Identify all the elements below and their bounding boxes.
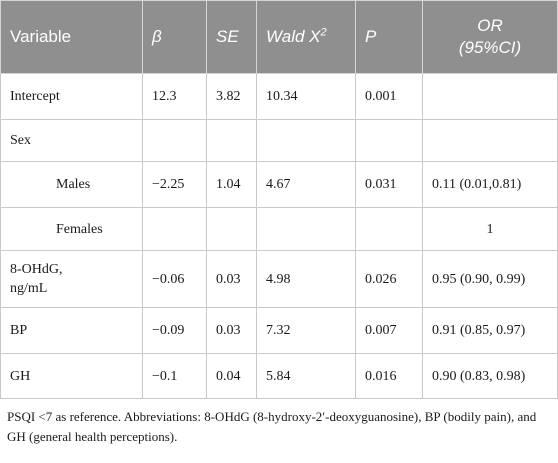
cell-variable: Females [0,207,143,251]
cell-variable: BP [0,307,143,354]
cell-se: 1.04 [206,161,257,208]
cell-wald [256,119,356,162]
cell-wald: 10.34 [256,73,356,120]
table-row: Sex [0,119,558,162]
table-row: GH −0.1 0.04 5.84 0.016 0.90 (0.83, 0.98… [0,353,558,399]
cell-wald [256,207,356,251]
cell-se: 0.04 [206,353,257,399]
cell-p [355,119,423,162]
cell-or [422,73,558,120]
cell-se [206,207,257,251]
cell-beta: 12.3 [142,73,207,120]
cell-se [206,119,257,162]
cell-or: 0.90 (0.83, 0.98) [422,353,558,399]
cell-p [355,207,423,251]
header-variable: Variable [0,0,143,74]
regression-table: Variable β SE Wald X2 P OR (95%CI) Interc… [0,0,558,399]
cell-or: 0.11 (0.01,0.81) [422,161,558,208]
cell-p: 0.031 [355,161,423,208]
header-beta: β [142,0,207,74]
cell-se: 0.03 [206,307,257,354]
cell-or: 0.95 (0.90, 0.99) [422,250,558,308]
cell-variable-line1: 8-OHdG, [10,262,63,277]
cell-beta: −0.1 [142,353,207,399]
header-p: P [355,0,423,74]
cell-wald: 5.84 [256,353,356,399]
table-row: Females 1 [0,207,558,251]
cell-or: 1 [422,207,558,251]
cell-beta [142,119,207,162]
cell-variable: Sex [0,119,143,162]
header-row: Variable β SE Wald X2 P OR (95%CI) [0,0,558,74]
cell-wald: 4.67 [256,161,356,208]
table-row: 8-OHdG, ng/mL −0.06 0.03 4.98 0.026 0.95 … [0,250,558,308]
cell-p: 0.026 [355,250,423,308]
cell-variable: 8-OHdG, ng/mL [0,250,143,308]
table-row: Males −2.25 1.04 4.67 0.031 0.11 (0.01,0… [0,161,558,208]
cell-se: 0.03 [206,250,257,308]
cell-variable-line2: ng/mL [10,281,48,296]
cell-or: 0.91 (0.85, 0.97) [422,307,558,354]
cell-wald: 7.32 [256,307,356,354]
cell-wald: 4.98 [256,250,356,308]
cell-beta: −2.25 [142,161,207,208]
header-or-line1: OR [477,16,503,35]
cell-variable: Males [0,161,143,208]
table-footnote: PSQI <7 as reference. Abbreviations: 8-O… [7,409,537,444]
cell-beta: −0.06 [142,250,207,308]
header-wald: Wald X2 [256,0,356,74]
header-wald-label: Wald X [266,27,321,46]
cell-variable: GH [0,353,143,399]
cell-se: 3.82 [206,73,257,120]
cell-p: 0.007 [355,307,423,354]
header-se: SE [206,0,257,74]
cell-beta: −0.09 [142,307,207,354]
cell-p: 0.001 [355,73,423,120]
table-row: BP −0.09 0.03 7.32 0.007 0.91 (0.85, 0.9… [0,307,558,354]
header-or-line2: (95%CI) [458,38,522,57]
cell-p: 0.016 [355,353,423,399]
cell-variable: Intercept [0,73,143,120]
header-or: OR (95%CI) [422,0,558,74]
table-row: Intercept 12.3 3.82 10.34 0.001 [0,73,558,120]
cell-or [422,119,558,162]
header-wald-superscript: 2 [320,26,327,39]
cell-beta [142,207,207,251]
